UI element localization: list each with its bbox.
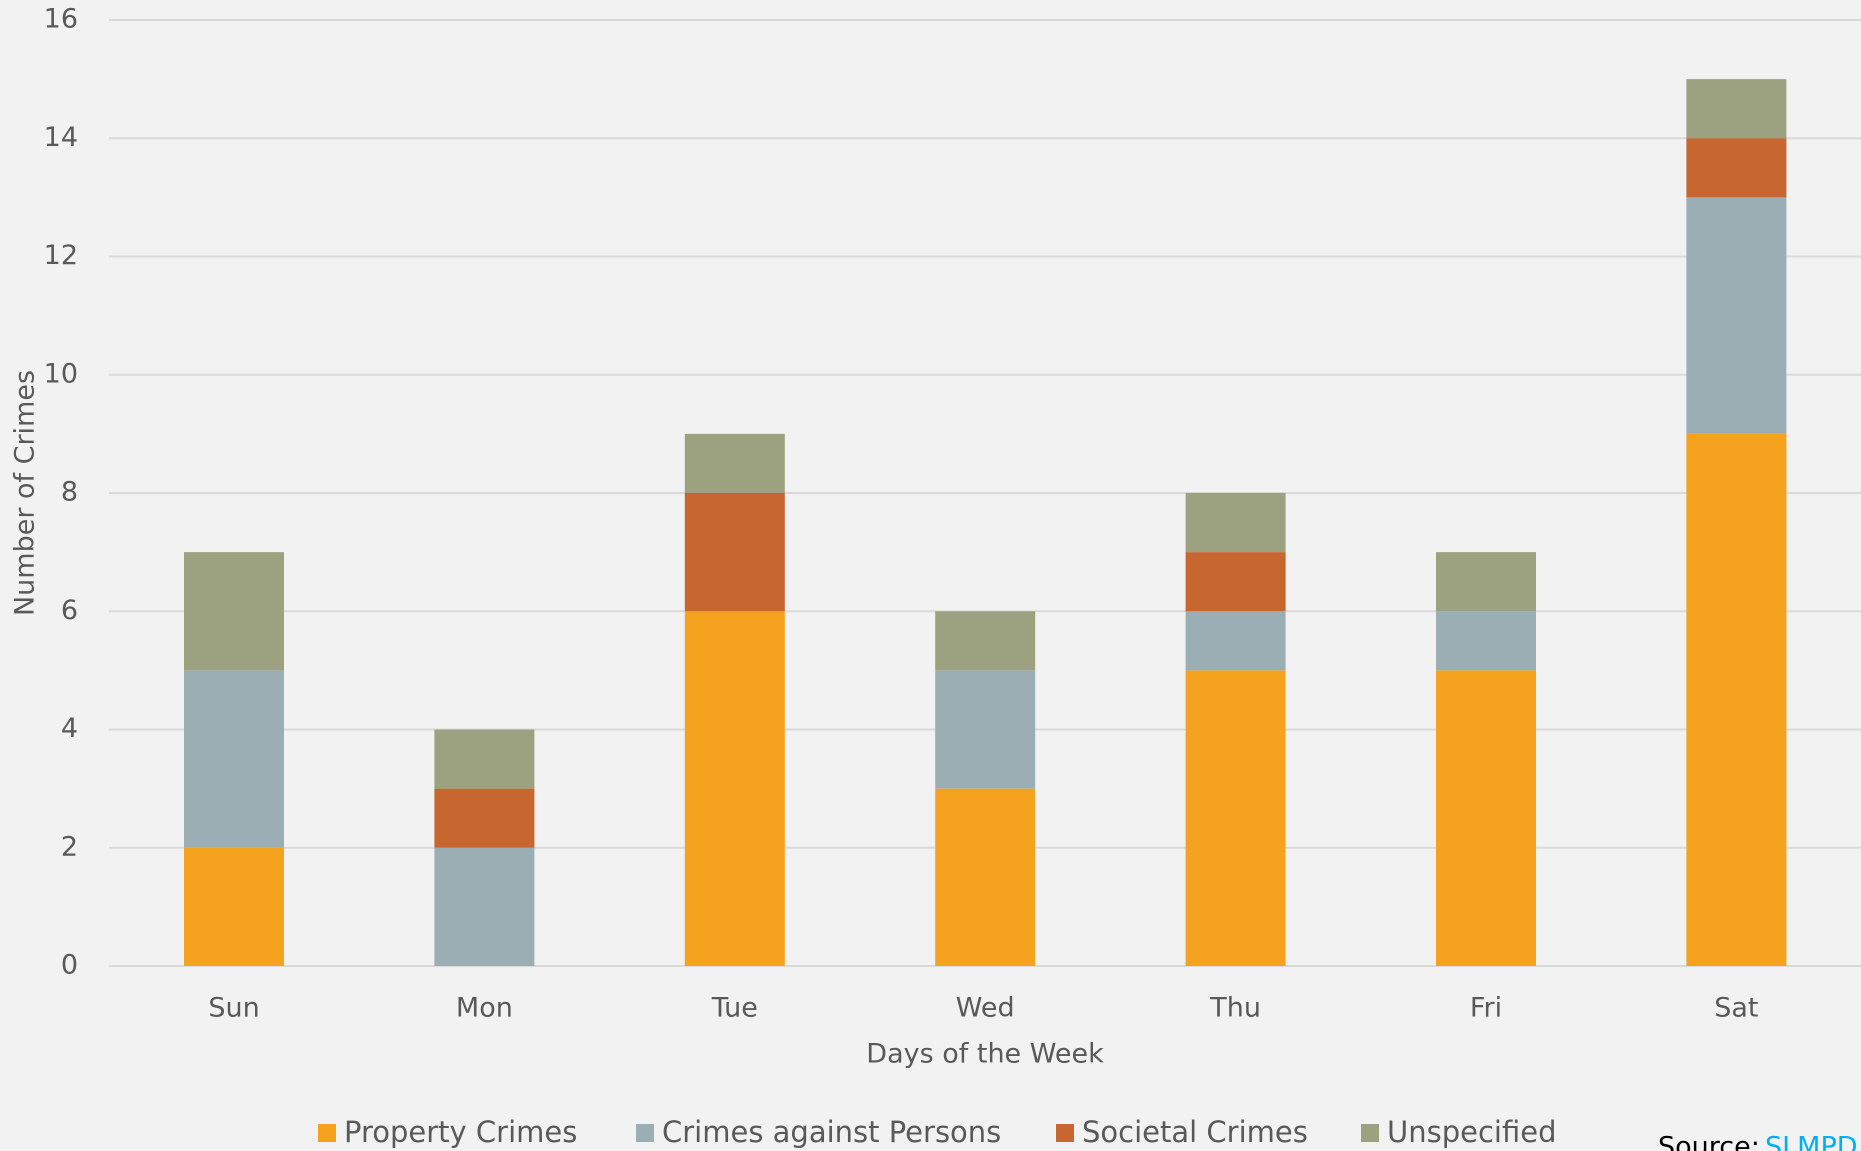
x-tick-label: Wed [956,993,1015,1024]
y-tick-label: 8 [61,477,78,508]
bar-segment [935,788,1036,966]
legend-swatch [1361,1124,1379,1142]
legend-label: Property Crimes [344,1115,577,1149]
y-tick-label: 14 [44,122,78,153]
y-tick-label: 16 [44,4,78,35]
y-axis-title: Number of Crimes [10,370,41,616]
x-tick-label: Thu [1209,993,1261,1024]
bar-segment [935,670,1036,789]
x-tick-label: Sun [208,993,259,1024]
x-tick-label: Mon [456,993,513,1024]
y-tick-label: 6 [61,595,78,626]
bar-segment [684,493,785,612]
legend-label: Crimes against Persons [662,1115,1001,1149]
y-tick-label: 2 [61,831,78,862]
y-tick-label: 12 [44,240,78,271]
bar-segment [1686,197,1787,434]
y-tick-label: 4 [61,713,78,744]
bar-segment [184,670,284,848]
y-tick-label: 10 [44,358,78,389]
bar-segment [1436,611,1536,671]
bar-segment [1185,552,1286,612]
x-axis-title: Days of the Week [866,1039,1104,1070]
bar-segment [434,729,535,789]
legend-label: Unspecified [1387,1115,1556,1149]
bar-segment [1436,552,1536,612]
y-tick-label: 0 [61,950,78,981]
bar-segment [1185,670,1286,966]
bar-segment [434,788,535,848]
bar-segment [935,611,1036,671]
source-label: Source: [1658,1132,1760,1151]
legend-label: Societal Crimes [1082,1115,1308,1149]
bar-segment [1185,611,1286,671]
legend-swatch [1056,1124,1074,1142]
legend-swatch [318,1124,336,1142]
x-tick-label: Sat [1714,993,1758,1024]
bar-segment [1686,433,1787,966]
bar-segment [184,847,284,966]
bar-segment [684,611,785,966]
bar-segment [1436,670,1536,966]
x-tick-label: Tue [711,993,758,1024]
bar-segment [184,552,284,671]
bar-segment [684,433,785,493]
source-link[interactable]: SLMPD [1765,1132,1858,1151]
bar-segment [1686,138,1787,198]
legend-swatch [636,1124,654,1142]
bar-segment [1686,79,1787,139]
bar-segment [1185,493,1286,553]
bar-segment [434,847,535,966]
x-tick-label: Fri [1470,993,1502,1024]
